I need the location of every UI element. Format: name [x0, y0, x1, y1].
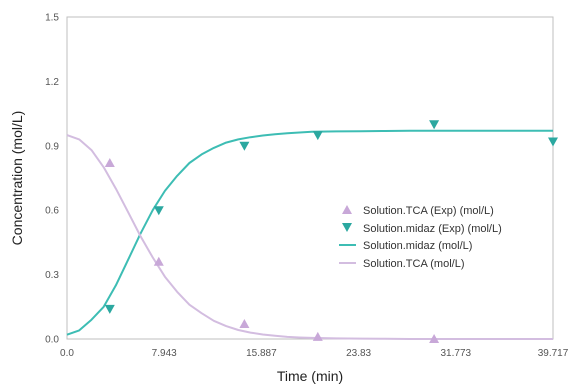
x-tick-label: 7.943	[152, 348, 177, 359]
data-point-series-1	[312, 131, 323, 141]
data-point-series-1	[104, 304, 115, 314]
x-tick-labels: 0.0 7.943 15.887 23.83 31.773 39.717	[60, 348, 569, 359]
y-tick-label: 0.9	[45, 141, 59, 152]
legend-label-midaz: Solution.midaz (mol/L)	[363, 240, 472, 252]
x-tick-label: 39.717	[538, 348, 569, 359]
series-line-3	[66, 134, 553, 340]
x-tick-label: 31.773	[440, 348, 471, 359]
legend-label-tca: Solution.TCA (mol/L)	[363, 258, 464, 270]
series-line-2	[66, 129, 553, 336]
data-point-series-0	[429, 334, 440, 343]
legend: Solution.TCA (Exp) (mol/L) Solution.mida…	[339, 205, 502, 270]
data-point-series-0	[153, 256, 164, 266]
legend-label-midaz-exp: Solution.midaz (Exp) (mol/L)	[363, 223, 502, 235]
y-tick-labels: 0.0 0.3 0.6 0.9 1.2 1.5	[45, 13, 59, 346]
x-tick-label: 0.0	[60, 348, 74, 359]
data-point-series-1	[548, 137, 558, 147]
legend-marker-midaz-exp	[342, 223, 352, 232]
data-point-series-1	[153, 206, 164, 216]
y-tick-label: 0.6	[45, 206, 59, 217]
data-point-series-0	[312, 331, 323, 341]
data-point-series-1	[429, 120, 440, 130]
legend-marker-tca-exp	[342, 205, 352, 214]
y-tick-label: 0.3	[45, 270, 59, 281]
data-point-series-0	[239, 319, 250, 328]
series-points	[104, 120, 558, 343]
plot-frame	[66, 16, 554, 340]
y-axis-label: Concentration (mol/L)	[9, 111, 25, 246]
data-point-series-1	[239, 141, 250, 151]
x-tick-label: 23.83	[346, 348, 371, 359]
y-tick-label: 0.0	[45, 335, 59, 346]
x-tick-label: 15.887	[246, 348, 277, 359]
y-tick-label: 1.5	[45, 13, 59, 24]
y-tick-label: 1.2	[45, 77, 59, 88]
legend-label-tca-exp: Solution.TCA (Exp) (mol/L)	[363, 205, 494, 217]
data-point-series-0	[104, 158, 115, 167]
x-axis-label: Time (min)	[277, 368, 343, 384]
series-lines	[66, 129, 553, 340]
